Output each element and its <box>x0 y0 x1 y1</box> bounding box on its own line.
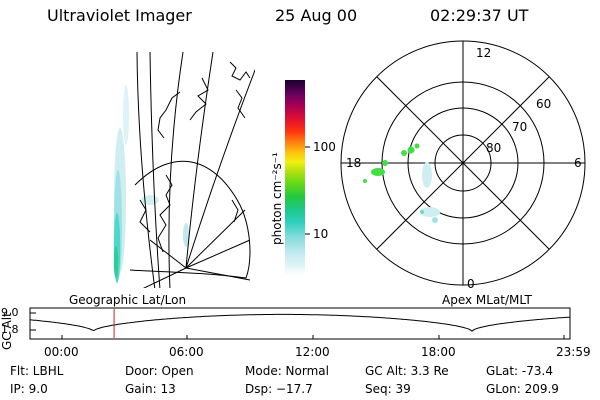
colorbar-ticks <box>305 146 310 235</box>
polar-emission <box>363 143 440 223</box>
mode-status: Mode: Normal <box>245 364 329 378</box>
colorbar-tick-10: 10 <box>313 227 329 241</box>
lat-label-60: 60 <box>536 97 552 111</box>
mlt-label-0: 0 <box>467 277 475 291</box>
lat-label-70: 70 <box>512 120 528 134</box>
time-tick-2359: 23:59 <box>556 345 591 359</box>
mlt-label-18: 18 <box>346 156 362 170</box>
colorbar-tick-100: 100 <box>313 140 336 154</box>
geographic-emission <box>113 85 189 283</box>
apex-panel-label: Apex MLat/MLT <box>442 293 532 307</box>
altitude-axis-ticks <box>30 312 565 339</box>
altitude-curve <box>29 313 571 332</box>
filter-status: Flt: LBHL <box>10 364 64 378</box>
colorbar-unit-label: photon cm⁻²s⁻¹ <box>270 152 284 245</box>
latlon-grid <box>129 52 255 288</box>
mlt-label-12: 12 <box>476 46 492 60</box>
ip-status: IP: 9.0 <box>10 382 48 396</box>
seq-status: Seq: 39 <box>365 382 411 396</box>
observation-time: 02:29:37 UT <box>430 6 529 25</box>
time-tick-1800: 18:00 <box>421 345 456 359</box>
time-tick-0600: 06:00 <box>169 345 204 359</box>
time-tick-0000: 00:00 <box>44 345 79 359</box>
coastline <box>139 61 251 253</box>
altitude-plot-frame <box>29 307 571 340</box>
geographic-map <box>113 52 255 288</box>
door-status: Door: Open <box>125 364 194 378</box>
colorbar <box>285 80 305 275</box>
mlt-label-6: 6 <box>574 156 582 170</box>
glon-status: GLon: 209.9 <box>486 382 559 396</box>
time-tick-1200: 12:00 <box>295 345 330 359</box>
glat-status: GLat: -73.4 <box>486 364 553 378</box>
geographic-panel-label: Geographic Lat/Lon <box>69 293 187 307</box>
gain-status: Gain: 13 <box>125 382 176 396</box>
observation-date: 25 Aug 00 <box>275 6 358 25</box>
lat-label-80: 80 <box>486 141 502 155</box>
altitude-tick-9: 9.0 <box>1 306 19 319</box>
polar-grid <box>340 40 586 286</box>
dsp-status: Dsp: −17.7 <box>245 382 313 396</box>
altitude-tick-1-8: 1.8 <box>1 323 19 336</box>
instrument-title: Ultraviolet Imager <box>47 6 192 25</box>
gc-altitude-status: GC Alt: 3.3 Re <box>365 364 449 378</box>
